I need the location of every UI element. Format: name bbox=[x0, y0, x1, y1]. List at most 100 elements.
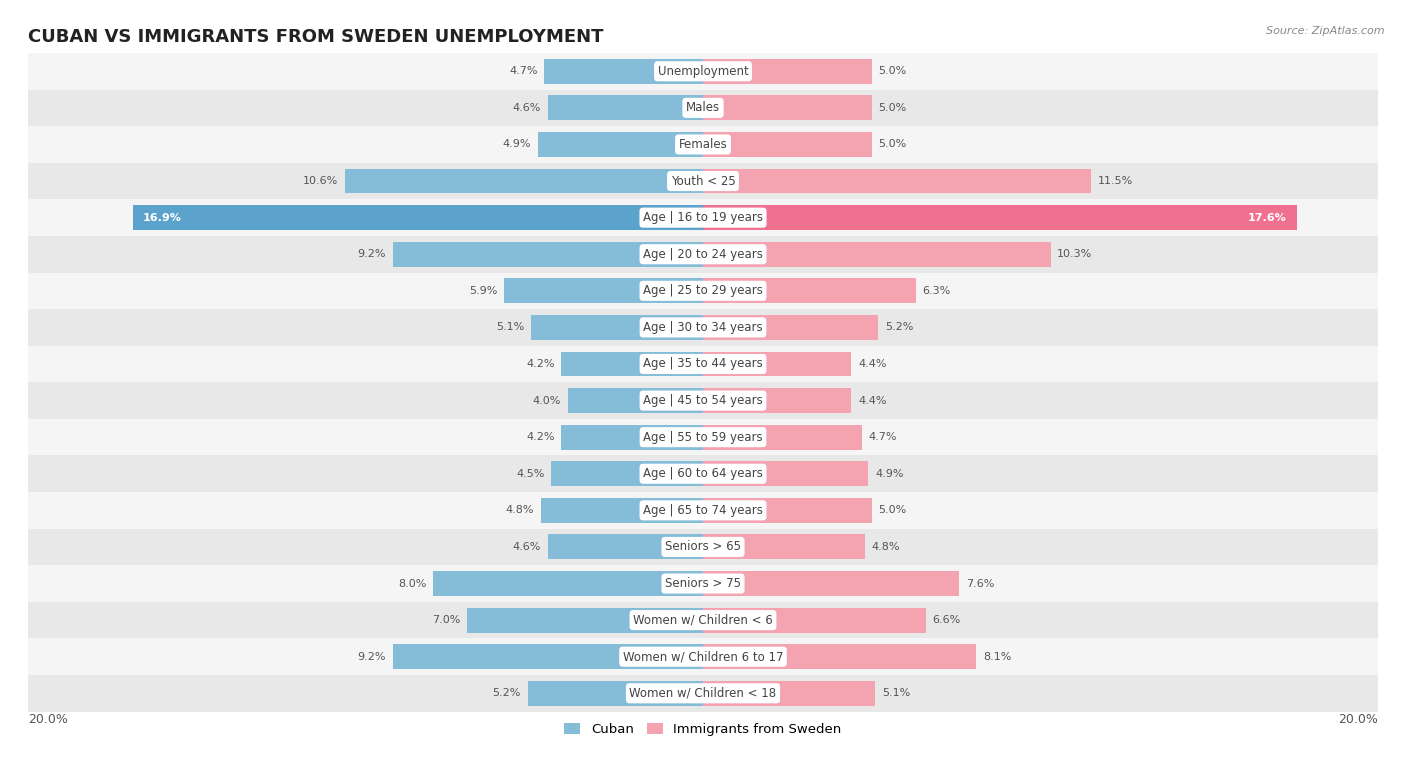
Bar bbox=[703, 95, 872, 120]
Bar bbox=[703, 571, 959, 596]
Text: 8.0%: 8.0% bbox=[398, 578, 426, 588]
Bar bbox=[28, 273, 1378, 309]
Text: Women w/ Children 6 to 17: Women w/ Children 6 to 17 bbox=[623, 650, 783, 663]
Text: 17.6%: 17.6% bbox=[1249, 213, 1286, 223]
Text: 5.0%: 5.0% bbox=[879, 139, 907, 149]
Legend: Cuban, Immigrants from Sweden: Cuban, Immigrants from Sweden bbox=[560, 717, 846, 741]
Text: Youth < 25: Youth < 25 bbox=[671, 175, 735, 188]
Bar bbox=[132, 205, 703, 230]
Bar bbox=[703, 169, 1091, 194]
Text: 6.3%: 6.3% bbox=[922, 286, 950, 296]
Text: 4.7%: 4.7% bbox=[869, 432, 897, 442]
Bar bbox=[28, 456, 1378, 492]
Bar bbox=[28, 419, 1378, 456]
Text: 4.8%: 4.8% bbox=[872, 542, 900, 552]
Bar bbox=[703, 388, 852, 413]
Bar bbox=[703, 241, 1050, 266]
Bar bbox=[531, 315, 703, 340]
Text: Source: ZipAtlas.com: Source: ZipAtlas.com bbox=[1267, 26, 1385, 36]
Bar bbox=[568, 388, 703, 413]
Text: Age | 65 to 74 years: Age | 65 to 74 years bbox=[643, 504, 763, 517]
Bar bbox=[703, 644, 976, 669]
Text: 20.0%: 20.0% bbox=[1339, 713, 1378, 727]
Bar bbox=[28, 126, 1378, 163]
Text: CUBAN VS IMMIGRANTS FROM SWEDEN UNEMPLOYMENT: CUBAN VS IMMIGRANTS FROM SWEDEN UNEMPLOY… bbox=[28, 28, 603, 45]
Bar bbox=[703, 534, 865, 559]
Text: 4.0%: 4.0% bbox=[533, 396, 561, 406]
Text: 5.2%: 5.2% bbox=[492, 688, 520, 698]
Bar bbox=[28, 236, 1378, 273]
Text: Age | 20 to 24 years: Age | 20 to 24 years bbox=[643, 248, 763, 260]
Text: 5.1%: 5.1% bbox=[882, 688, 910, 698]
Text: 5.0%: 5.0% bbox=[879, 103, 907, 113]
Bar bbox=[28, 199, 1378, 236]
Text: 4.6%: 4.6% bbox=[513, 103, 541, 113]
Text: 5.9%: 5.9% bbox=[468, 286, 498, 296]
Bar bbox=[28, 163, 1378, 199]
Text: Unemployment: Unemployment bbox=[658, 65, 748, 78]
Text: Seniors > 75: Seniors > 75 bbox=[665, 577, 741, 590]
Bar bbox=[561, 351, 703, 376]
Bar bbox=[392, 644, 703, 669]
Text: 4.9%: 4.9% bbox=[875, 469, 904, 478]
Text: 5.1%: 5.1% bbox=[496, 322, 524, 332]
Bar bbox=[28, 565, 1378, 602]
Text: 8.1%: 8.1% bbox=[983, 652, 1011, 662]
Bar bbox=[28, 53, 1378, 89]
Bar bbox=[537, 132, 703, 157]
Text: 7.6%: 7.6% bbox=[966, 578, 994, 588]
Text: Age | 35 to 44 years: Age | 35 to 44 years bbox=[643, 357, 763, 370]
Bar bbox=[28, 346, 1378, 382]
Text: 4.5%: 4.5% bbox=[516, 469, 544, 478]
Text: 4.4%: 4.4% bbox=[858, 359, 887, 369]
Text: 20.0%: 20.0% bbox=[28, 713, 67, 727]
Bar bbox=[28, 675, 1378, 712]
Bar bbox=[561, 425, 703, 450]
Text: Females: Females bbox=[679, 138, 727, 151]
Text: 9.2%: 9.2% bbox=[357, 249, 385, 259]
Text: Age | 45 to 54 years: Age | 45 to 54 years bbox=[643, 394, 763, 407]
Text: 6.6%: 6.6% bbox=[932, 615, 960, 625]
Text: 10.3%: 10.3% bbox=[1057, 249, 1092, 259]
Text: 11.5%: 11.5% bbox=[1098, 176, 1133, 186]
Bar bbox=[28, 638, 1378, 675]
Text: Age | 55 to 59 years: Age | 55 to 59 years bbox=[643, 431, 763, 444]
Text: Women w/ Children < 6: Women w/ Children < 6 bbox=[633, 614, 773, 627]
Text: 5.0%: 5.0% bbox=[879, 506, 907, 516]
Bar bbox=[703, 205, 1296, 230]
Bar bbox=[28, 492, 1378, 528]
Text: 4.2%: 4.2% bbox=[526, 359, 554, 369]
Text: 4.2%: 4.2% bbox=[526, 432, 554, 442]
Text: 7.0%: 7.0% bbox=[432, 615, 460, 625]
Bar bbox=[392, 241, 703, 266]
Text: Males: Males bbox=[686, 101, 720, 114]
Text: Seniors > 65: Seniors > 65 bbox=[665, 540, 741, 553]
Bar bbox=[703, 315, 879, 340]
Text: Age | 60 to 64 years: Age | 60 to 64 years bbox=[643, 467, 763, 480]
Text: Age | 30 to 34 years: Age | 30 to 34 years bbox=[643, 321, 763, 334]
Text: 4.4%: 4.4% bbox=[858, 396, 887, 406]
Text: 9.2%: 9.2% bbox=[357, 652, 385, 662]
Bar bbox=[346, 169, 703, 194]
Text: 5.2%: 5.2% bbox=[886, 322, 914, 332]
Text: 10.6%: 10.6% bbox=[304, 176, 339, 186]
Bar bbox=[703, 351, 852, 376]
Bar bbox=[703, 681, 875, 706]
Bar bbox=[703, 132, 872, 157]
Bar bbox=[548, 95, 703, 120]
Bar bbox=[527, 681, 703, 706]
Bar bbox=[28, 602, 1378, 638]
Text: 5.0%: 5.0% bbox=[879, 67, 907, 76]
Bar bbox=[703, 608, 925, 633]
Bar bbox=[433, 571, 703, 596]
Text: Women w/ Children < 18: Women w/ Children < 18 bbox=[630, 687, 776, 699]
Text: 4.8%: 4.8% bbox=[506, 506, 534, 516]
Bar bbox=[541, 498, 703, 523]
Bar bbox=[28, 309, 1378, 346]
Text: 16.9%: 16.9% bbox=[143, 213, 181, 223]
Bar bbox=[703, 461, 869, 486]
Text: Age | 16 to 19 years: Age | 16 to 19 years bbox=[643, 211, 763, 224]
Text: 4.6%: 4.6% bbox=[513, 542, 541, 552]
Bar bbox=[703, 425, 862, 450]
Text: 4.7%: 4.7% bbox=[509, 67, 537, 76]
